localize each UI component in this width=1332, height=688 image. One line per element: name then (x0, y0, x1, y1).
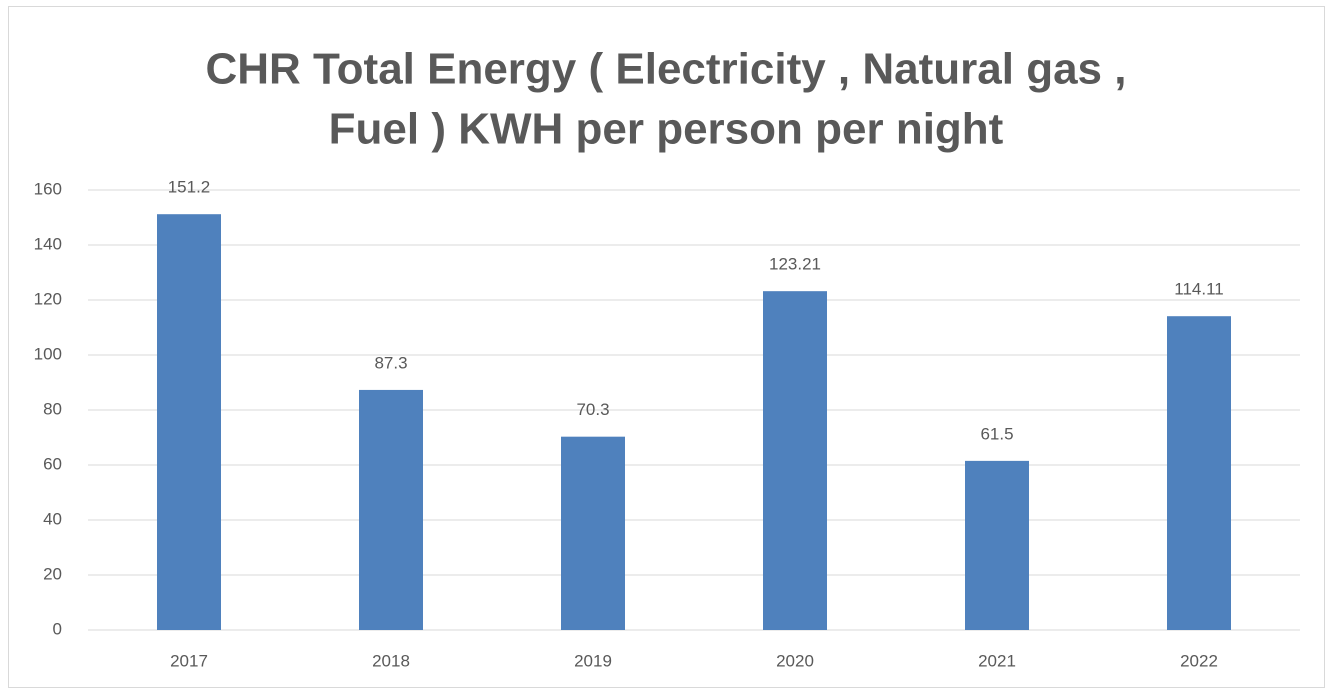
y-tick-label: 80 (43, 399, 62, 418)
bar (561, 436, 625, 630)
data-label: 61.5 (980, 424, 1013, 443)
chart-border (8, 6, 1325, 688)
bar (763, 291, 827, 630)
bar (1167, 316, 1231, 630)
x-tick-label: 2020 (776, 651, 814, 670)
bar (359, 389, 423, 630)
x-tick-label: 2022 (1180, 651, 1218, 670)
x-tick-label: 2019 (574, 651, 612, 670)
y-tick-label: 100 (34, 344, 62, 363)
y-tick-label: 120 (34, 289, 62, 308)
x-tick-label: 2018 (372, 651, 410, 670)
y-tick-label: 160 (34, 179, 62, 198)
data-label: 123.21 (769, 255, 821, 274)
bar (965, 460, 1029, 630)
chart-title: Fuel ) KWH per person per night (329, 105, 1004, 154)
y-tick-label: 140 (34, 234, 62, 253)
x-tick-label: 2021 (978, 651, 1016, 670)
y-tick-label: 40 (43, 509, 62, 528)
data-label: 151.2 (168, 178, 211, 197)
bar (157, 214, 221, 630)
y-tick-label: 20 (43, 564, 62, 583)
y-tick-label: 0 (53, 619, 62, 638)
y-tick-label: 60 (43, 454, 62, 473)
data-label: 87.3 (374, 353, 407, 372)
data-label: 114.11 (1174, 280, 1223, 299)
chart-title: CHR Total Energy ( Electricity , Natural… (206, 45, 1127, 94)
data-label: 70.3 (576, 400, 609, 419)
x-tick-label: 2017 (170, 651, 208, 670)
